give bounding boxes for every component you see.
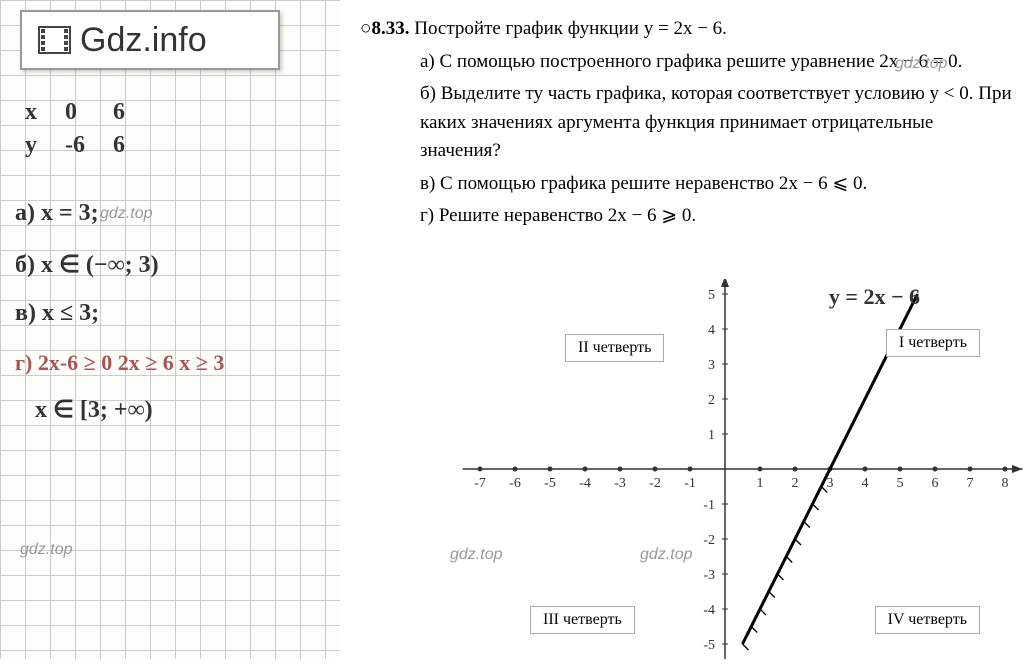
svg-text:-2: -2: [703, 533, 715, 548]
svg-text:4: 4: [708, 323, 715, 338]
svg-text:-1: -1: [703, 498, 715, 513]
svg-text:5: 5: [708, 288, 715, 303]
svg-text:-4: -4: [579, 476, 591, 491]
watermark: gdz.top: [450, 546, 502, 564]
handwritten-answer-b: б) x ∈ (−∞; 3): [15, 250, 159, 279]
handwritten-table: x06 y-66: [15, 95, 145, 163]
watermark: gdz.top: [895, 55, 947, 73]
quadrant-2-label: II четверть: [565, 334, 664, 362]
quadrant-3-label: III четверть: [530, 606, 635, 634]
watermark: gdz.top: [640, 546, 692, 564]
notebook-panel: Gdz.info x06 y-66 а) x = 3; б) x ∈ (−∞; …: [0, 0, 340, 659]
problem-text: ○8.33. Постройте график функции y = 2x −…: [340, 0, 1035, 246]
svg-text:2: 2: [792, 476, 799, 491]
svg-text:-3: -3: [614, 476, 626, 491]
handwritten-answer-g-line1: г) 2x-6 ≥ 0 2x ≥ 6 x ≥ 3: [15, 350, 224, 376]
problem-part-b: б) Выделите ту часть графика, которая со…: [420, 80, 1015, 166]
svg-text:3: 3: [827, 476, 834, 491]
logo-box: Gdz.info: [20, 10, 280, 70]
problem-number: ○8.33.: [360, 18, 409, 39]
svg-text:1: 1: [708, 428, 715, 443]
graph-formula: y = 2x − 6: [829, 284, 920, 310]
watermark: gdz.top: [100, 205, 152, 223]
problem-main-text: Постройте график функции y = 2x − 6.: [414, 18, 727, 39]
svg-text:1: 1: [757, 476, 764, 491]
film-icon: [37, 25, 72, 55]
logo-text: Gdz.info: [80, 21, 207, 60]
watermark: gdz.top: [20, 541, 72, 559]
handwritten-answer-g-line2: x ∈ [3; +∞): [35, 395, 153, 424]
svg-text:3: 3: [708, 358, 715, 373]
quadrant-1-label: I четверть: [886, 329, 980, 357]
svg-text:2: 2: [708, 393, 715, 408]
quadrant-4-label: IV четверть: [875, 606, 980, 634]
graph-area: y = 2x − 6 II четверть I четверть III че…: [435, 279, 1035, 659]
svg-text:4: 4: [862, 476, 869, 491]
problem-part-g: г) Решите неравенство 2x − 6 ⩾ 0.: [420, 202, 1015, 231]
svg-text:-7: -7: [474, 476, 486, 491]
svg-text:8: 8: [1002, 476, 1009, 491]
svg-text:-1: -1: [684, 476, 696, 491]
handwritten-answer-v: в) x ≤ 3;: [15, 300, 99, 327]
svg-text:7: 7: [967, 476, 974, 491]
svg-text:-5: -5: [703, 638, 715, 653]
svg-text:-6: -6: [509, 476, 521, 491]
handwritten-answer-a: а) x = 3;: [15, 200, 99, 227]
problem-main: ○8.33. Постройте график функции y = 2x −…: [360, 15, 1015, 44]
svg-text:6: 6: [932, 476, 939, 491]
svg-text:-5: -5: [544, 476, 556, 491]
svg-text:-3: -3: [703, 568, 715, 583]
problem-part-v: в) С помощью графика решите неравенство …: [420, 170, 1015, 199]
svg-text:-2: -2: [649, 476, 661, 491]
svg-text:-4: -4: [703, 603, 715, 618]
svg-text:5: 5: [897, 476, 904, 491]
